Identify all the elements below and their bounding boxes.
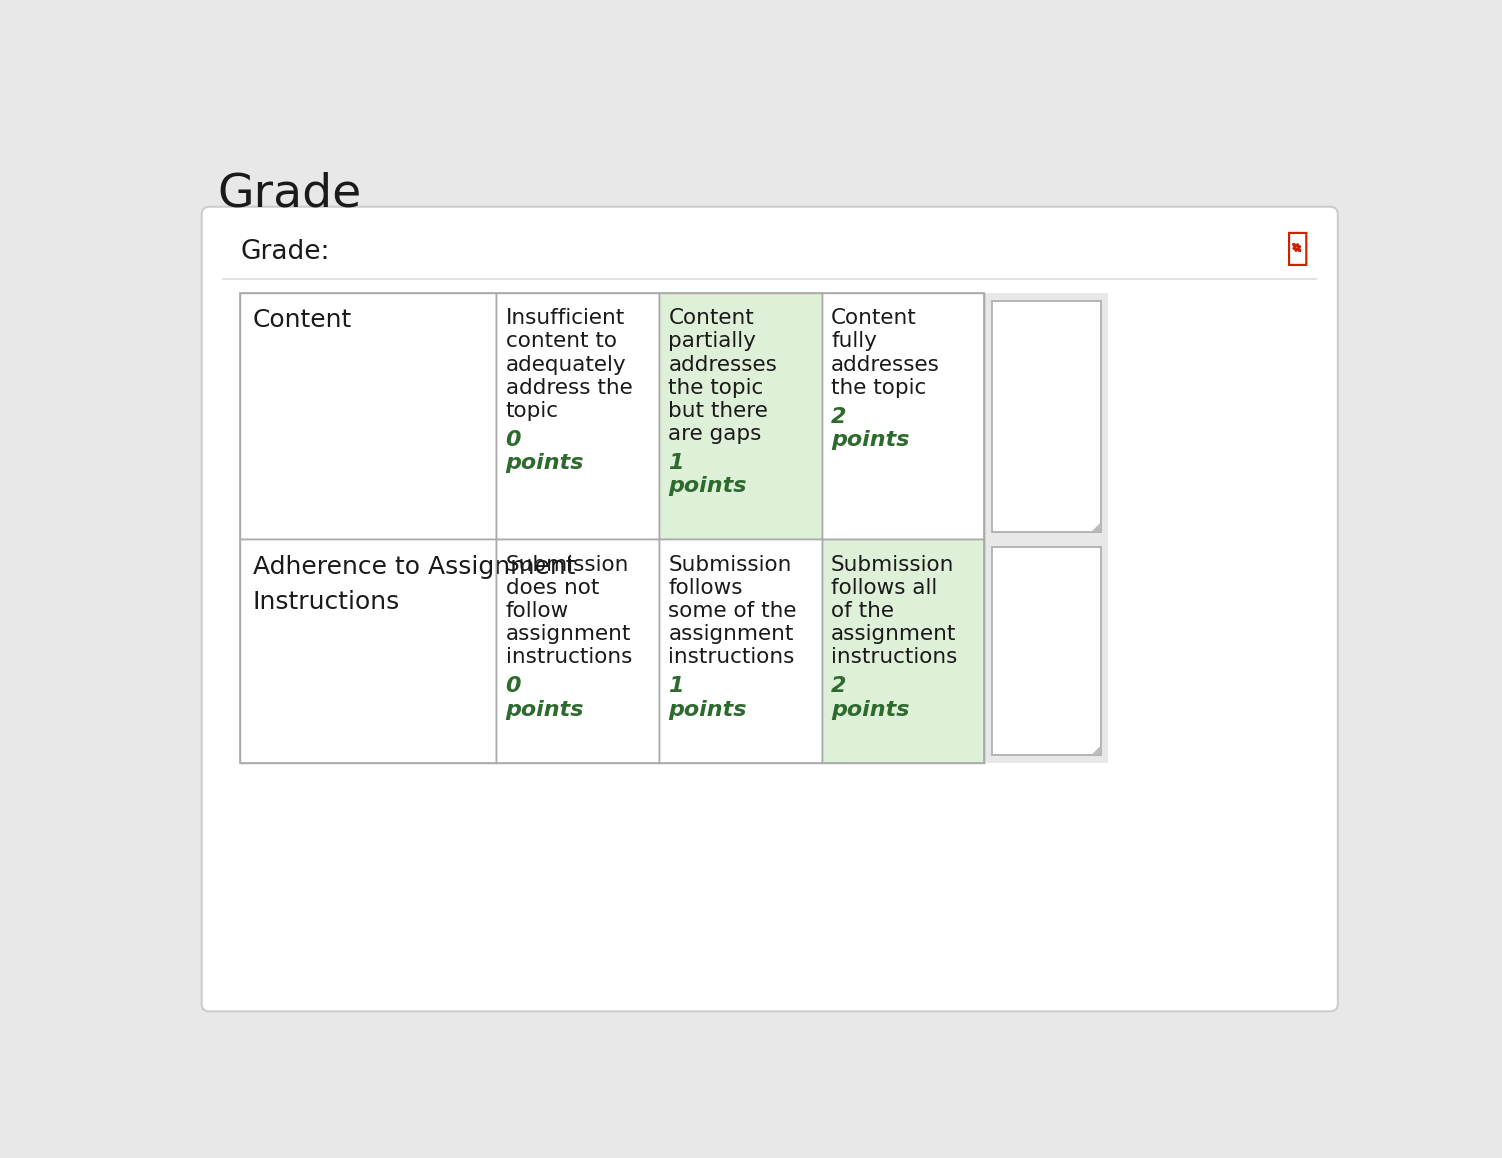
Text: Content: Content (252, 308, 351, 332)
Text: partially: partially (668, 331, 756, 352)
Text: addresses: addresses (831, 354, 940, 374)
Text: does not: does not (506, 578, 599, 598)
Bar (822, 293, 984, 540)
Text: 2: 2 (831, 406, 847, 427)
Text: points: points (831, 430, 910, 450)
Text: follows: follows (668, 578, 743, 598)
Text: points: points (831, 699, 910, 719)
Text: instructions: instructions (506, 647, 632, 667)
Text: 1: 1 (668, 453, 683, 474)
Text: assignment: assignment (506, 624, 631, 644)
Bar (984, 293, 1108, 540)
Text: points: points (506, 453, 584, 474)
Bar (984, 540, 1108, 763)
Text: Content: Content (831, 308, 916, 329)
Bar (822, 540, 984, 763)
Text: Submission: Submission (668, 555, 792, 574)
Text: follow: follow (506, 601, 569, 621)
Text: of the: of the (831, 601, 894, 621)
Text: 2: 2 (831, 676, 847, 696)
FancyBboxPatch shape (201, 207, 1338, 1011)
Bar (240, 293, 496, 540)
Text: Grade:: Grade: (240, 239, 330, 265)
Polygon shape (1092, 746, 1101, 755)
Text: Submission: Submission (506, 555, 629, 574)
Bar (240, 293, 984, 763)
Text: 0: 0 (506, 430, 521, 450)
Text: instructions: instructions (668, 647, 795, 667)
Text: Insufficient: Insufficient (506, 308, 625, 329)
Text: ⤢: ⤢ (1286, 228, 1308, 266)
Text: points: points (668, 699, 746, 719)
Text: Grade: Grade (218, 171, 362, 217)
Text: the topic: the topic (831, 378, 927, 397)
Text: 1: 1 (668, 676, 683, 696)
Bar (659, 293, 822, 540)
Text: content to: content to (506, 331, 616, 352)
Bar (993, 301, 1101, 532)
Text: address the: address the (506, 378, 632, 397)
Text: the topic: the topic (668, 378, 763, 397)
Text: assignment: assignment (831, 624, 957, 644)
Text: points: points (668, 476, 746, 497)
Polygon shape (1092, 522, 1101, 532)
Bar (659, 540, 822, 763)
Bar (993, 547, 1101, 755)
Text: are gaps: are gaps (668, 424, 762, 444)
Bar (240, 540, 496, 763)
Text: instructions: instructions (831, 647, 957, 667)
Text: Adherence to Assignment
Instructions: Adherence to Assignment Instructions (252, 555, 575, 614)
Text: but there: but there (668, 401, 768, 420)
Text: 0: 0 (506, 676, 521, 696)
Text: addresses: addresses (668, 354, 777, 374)
Text: Content: Content (668, 308, 754, 329)
Text: topic: topic (506, 401, 559, 420)
Bar (496, 293, 659, 540)
Text: assignment: assignment (668, 624, 793, 644)
Text: adequately: adequately (506, 354, 626, 374)
Text: points: points (506, 699, 584, 719)
Text: Submission: Submission (831, 555, 954, 574)
Text: some of the: some of the (668, 601, 796, 621)
Text: follows all: follows all (831, 578, 937, 598)
Text: fully: fully (831, 331, 877, 352)
Bar (496, 540, 659, 763)
